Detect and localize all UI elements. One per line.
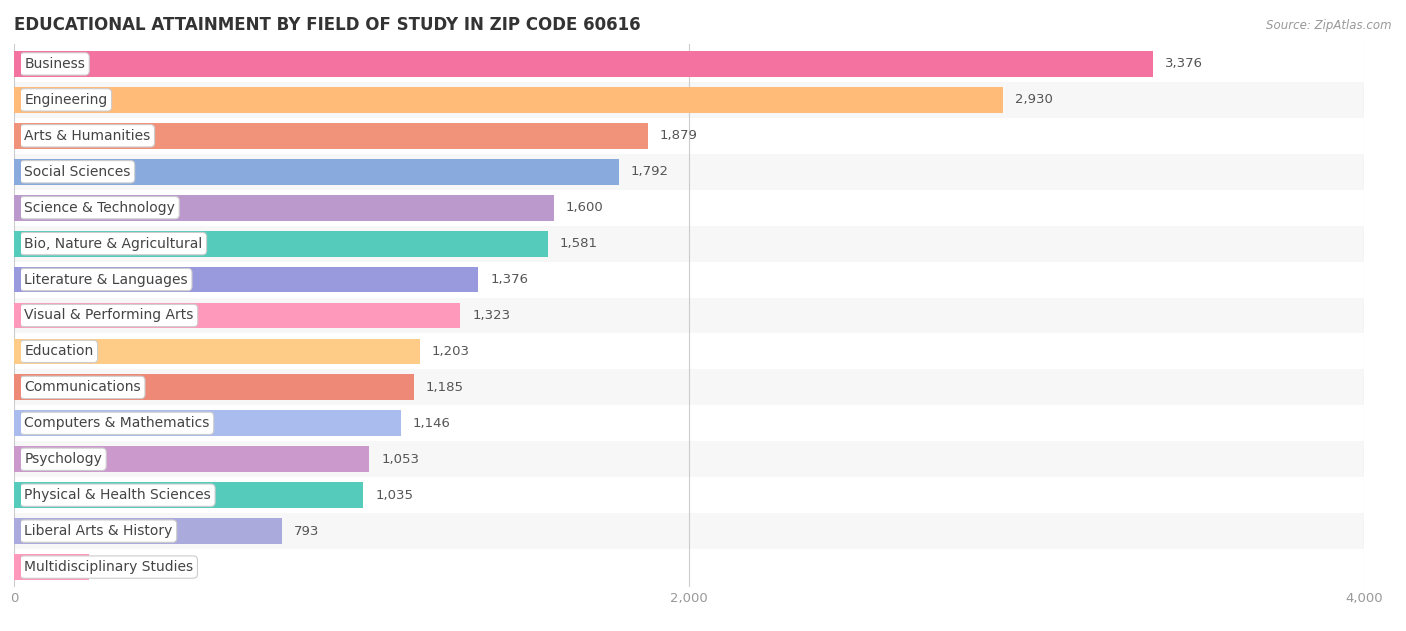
- Text: 1,376: 1,376: [491, 273, 529, 286]
- Text: 1,323: 1,323: [472, 309, 510, 322]
- Bar: [14, 46, 1364, 82]
- Bar: [14, 518, 281, 544]
- Text: Bio, Nature & Agricultural: Bio, Nature & Agricultural: [24, 237, 202, 251]
- Bar: [14, 118, 1364, 154]
- Text: Engineering: Engineering: [24, 93, 107, 107]
- Text: 1,203: 1,203: [432, 345, 470, 358]
- Bar: [14, 262, 1364, 298]
- Text: 793: 793: [294, 524, 319, 538]
- Text: 3,376: 3,376: [1166, 57, 1204, 71]
- Text: 221: 221: [100, 560, 127, 574]
- Bar: [14, 123, 648, 149]
- Bar: [14, 549, 1364, 585]
- Bar: [14, 554, 89, 580]
- Bar: [14, 231, 547, 257]
- Text: Science & Technology: Science & Technology: [24, 201, 176, 215]
- Bar: [14, 477, 1364, 513]
- Bar: [14, 446, 370, 472]
- Text: Computers & Mathematics: Computers & Mathematics: [24, 416, 209, 430]
- Text: Multidisciplinary Studies: Multidisciplinary Studies: [24, 560, 193, 574]
- Text: 1,879: 1,879: [659, 129, 697, 143]
- Bar: [14, 302, 461, 329]
- Text: Source: ZipAtlas.com: Source: ZipAtlas.com: [1267, 19, 1392, 32]
- Bar: [14, 298, 1364, 333]
- Text: Literature & Languages: Literature & Languages: [24, 273, 188, 286]
- Bar: [14, 195, 554, 221]
- Bar: [14, 405, 1364, 441]
- Bar: [14, 267, 478, 293]
- Bar: [14, 190, 1364, 226]
- Bar: [14, 374, 413, 400]
- Text: 1,792: 1,792: [630, 165, 669, 178]
- Bar: [14, 369, 1364, 405]
- Bar: [14, 441, 1364, 477]
- Text: 1,581: 1,581: [560, 237, 598, 250]
- Bar: [14, 226, 1364, 262]
- Text: Communications: Communications: [24, 380, 141, 394]
- Text: EDUCATIONAL ATTAINMENT BY FIELD OF STUDY IN ZIP CODE 60616: EDUCATIONAL ATTAINMENT BY FIELD OF STUDY…: [14, 16, 641, 34]
- Text: Liberal Arts & History: Liberal Arts & History: [24, 524, 173, 538]
- Text: Arts & Humanities: Arts & Humanities: [24, 129, 150, 143]
- Text: 2,930: 2,930: [1015, 93, 1053, 107]
- Text: 1,146: 1,146: [412, 417, 450, 430]
- Bar: [14, 333, 1364, 369]
- Text: Education: Education: [24, 345, 93, 358]
- Bar: [14, 51, 1153, 77]
- Bar: [14, 87, 1002, 113]
- Bar: [14, 410, 401, 436]
- Bar: [14, 482, 363, 508]
- Bar: [14, 513, 1364, 549]
- Text: Business: Business: [24, 57, 84, 71]
- Text: Visual & Performing Arts: Visual & Performing Arts: [24, 309, 194, 322]
- Text: 1,053: 1,053: [381, 453, 419, 466]
- Bar: [14, 82, 1364, 118]
- Text: 1,185: 1,185: [426, 381, 464, 394]
- Text: Social Sciences: Social Sciences: [24, 165, 131, 179]
- Text: 1,035: 1,035: [375, 488, 413, 502]
- Bar: [14, 154, 1364, 190]
- Text: Psychology: Psychology: [24, 452, 103, 466]
- Text: Physical & Health Sciences: Physical & Health Sciences: [24, 488, 211, 502]
- Bar: [14, 338, 420, 364]
- Bar: [14, 159, 619, 185]
- Text: 1,600: 1,600: [565, 201, 603, 214]
